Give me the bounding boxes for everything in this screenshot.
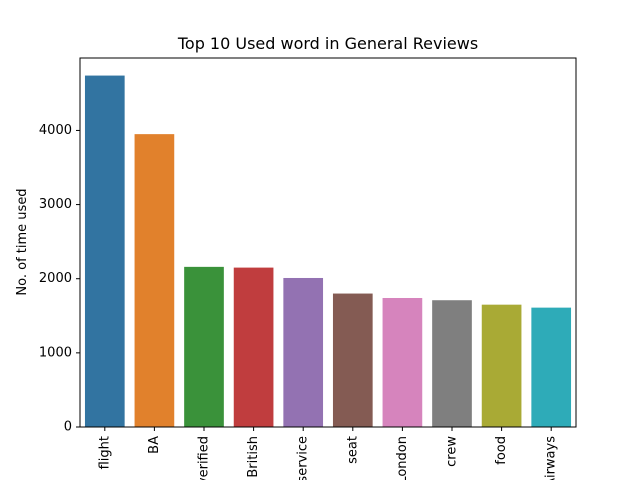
plot-frame [79,57,577,428]
x-axis: flight BA verified British service seat London… [97,427,559,480]
bar-london [382,297,423,427]
x-tick-label: London [395,436,410,480]
y-tick-label: 4000 [39,123,72,138]
bars-group [84,75,572,427]
y-axis: 0 1000 2000 3000 4000 [39,123,80,435]
y-tick-label: 0 [64,420,72,435]
x-tick-label: food [494,436,509,465]
x-tick-label: British [246,436,261,478]
bar-flight [84,75,125,427]
y-axis-label: No. of time used [15,188,30,295]
x-tick-label: BA [147,436,162,454]
bar-airways [531,307,572,427]
bar-british [233,267,274,427]
bar-seat [332,293,373,427]
x-tick-label: flight [97,436,112,469]
x-tick-label: service [296,436,311,480]
y-tick-label: 3000 [39,197,72,212]
bar-food [481,304,522,427]
x-tick-label: crew [445,436,460,467]
bar-service [283,277,324,427]
y-tick-label: 1000 [39,345,72,360]
x-tick-label: verified [197,436,212,480]
bar-verified [184,266,224,427]
bar-ba [134,134,175,427]
y-tick-label: 2000 [39,271,72,286]
x-tick-label: seat [345,436,360,464]
chart-title: Top 10 Used word in General Reviews [177,34,478,53]
bar-crew [432,300,472,427]
x-tick-label: Airways [544,436,559,480]
